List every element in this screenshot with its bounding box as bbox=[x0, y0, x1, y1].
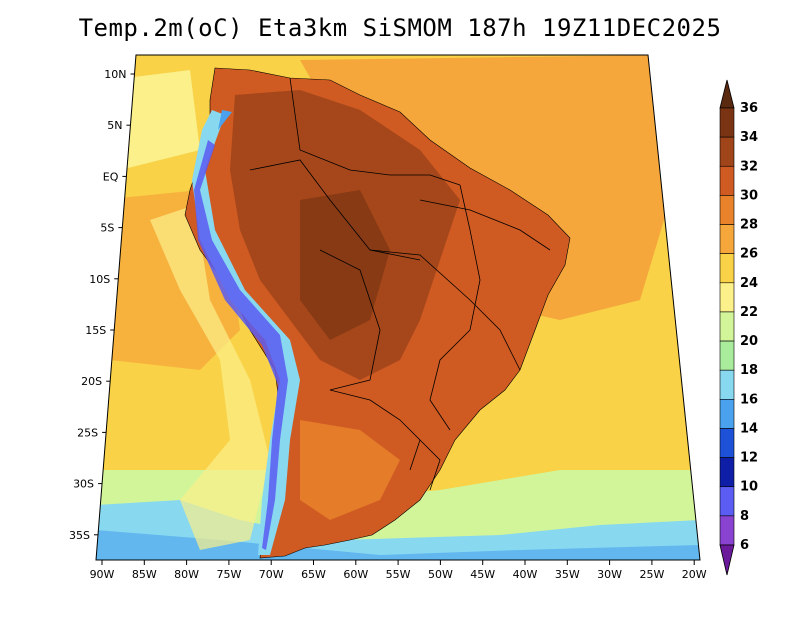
colorbar-top-arrow bbox=[719, 79, 735, 109]
border-brazil-states-4 bbox=[429, 329, 471, 431]
lat-label: 35S bbox=[69, 529, 90, 542]
colorbar-band bbox=[719, 340, 735, 371]
colorbar-band bbox=[719, 107, 735, 138]
andes-north-segment bbox=[218, 110, 232, 130]
lon-label: 90W bbox=[90, 568, 115, 581]
colorbar-label: 28 bbox=[740, 218, 758, 233]
colorbar-label: 10 bbox=[740, 480, 758, 495]
lon-label: 25W bbox=[639, 568, 664, 581]
lat-label: EQ bbox=[103, 170, 119, 183]
colorbar-band bbox=[719, 486, 735, 517]
colorbar-label: 8 bbox=[740, 509, 749, 524]
border-uruguay bbox=[419, 439, 441, 491]
lon-label: 65W bbox=[301, 568, 326, 581]
field-layer bbox=[96, 55, 700, 560]
border-brazil-states-3 bbox=[419, 199, 551, 251]
lat-label: 20S bbox=[81, 375, 102, 388]
colorbar-label: 12 bbox=[740, 451, 758, 466]
map-title: Temp.2m(oC) Eta3km SiSMOM 187h 19Z11DEC2… bbox=[78, 14, 722, 42]
lat-label: 5N bbox=[107, 119, 122, 132]
longitude-axis: 90W 85W 80W 75W 70W 65W 60W 55W 50W 45W 40W 35W 30W 2… bbox=[90, 560, 707, 581]
colorbar-band bbox=[719, 369, 735, 400]
colorbar-bottom-arrow bbox=[719, 544, 735, 576]
colorbar-label: 36 bbox=[740, 101, 758, 116]
colorbar-band bbox=[719, 399, 735, 429]
lon-label: 40W bbox=[513, 568, 538, 581]
map-frame bbox=[95, 54, 701, 561]
lat-label: 5S bbox=[100, 222, 114, 235]
lat-label: 30S bbox=[73, 478, 94, 491]
colorbar-label: 30 bbox=[740, 188, 758, 203]
latitude-axis: 10N 5N EQ 5S 10S 15S 20S 25S 30S 35S bbox=[69, 68, 135, 542]
border-brazil-states-2 bbox=[459, 184, 481, 331]
colorbar-label: 26 bbox=[740, 247, 758, 262]
lat-label: 10S bbox=[89, 273, 110, 286]
border-bolivia bbox=[319, 249, 381, 391]
colorbar-band bbox=[719, 224, 735, 254]
colorbar-band bbox=[719, 136, 735, 167]
colorbar-label: 14 bbox=[740, 421, 758, 436]
lat-label: 10N bbox=[104, 68, 126, 81]
colorbar-band bbox=[719, 428, 735, 458]
colorbar-label: 18 bbox=[740, 363, 758, 378]
colorbar-band bbox=[719, 311, 735, 342]
southern-cone-region bbox=[300, 420, 400, 520]
country-borders bbox=[249, 77, 551, 491]
colorbar-label: 6 bbox=[740, 538, 749, 553]
border-brazil-states bbox=[369, 249, 521, 371]
ocean-deepblue-south bbox=[96, 530, 700, 560]
lon-label: 70W bbox=[259, 568, 284, 581]
lon-label: 50W bbox=[428, 568, 453, 581]
colorbar-label: 32 bbox=[740, 159, 758, 174]
lon-label: 45W bbox=[470, 568, 495, 581]
colorbar-label: 24 bbox=[740, 276, 758, 291]
colorbar-band bbox=[719, 253, 735, 284]
colorbar-band bbox=[719, 515, 735, 546]
lon-label: 75W bbox=[216, 568, 241, 581]
lat-label: 15S bbox=[85, 324, 106, 337]
andes-coldest-strip bbox=[194, 140, 288, 550]
interior-hottest-region bbox=[300, 190, 390, 340]
lon-label: 80W bbox=[174, 568, 199, 581]
colorbar-label: 20 bbox=[740, 334, 758, 349]
colorbar-label: 16 bbox=[740, 392, 758, 407]
colorbar-band bbox=[719, 282, 735, 313]
lon-label: 35W bbox=[555, 568, 580, 581]
colorbar: 36 34 32 30 28 26 24 22 20 18 16 14 12 10 8 6 bbox=[719, 79, 758, 576]
lon-label: 85W bbox=[132, 568, 157, 581]
colorbar-band bbox=[719, 165, 735, 196]
colorbar-label: 34 bbox=[740, 130, 758, 145]
border-venezuela-brazil bbox=[289, 77, 461, 186]
lon-label: 60W bbox=[343, 568, 368, 581]
colorbar-band bbox=[719, 195, 735, 225]
border-paraguay-argentina bbox=[329, 389, 421, 471]
lon-label: 30W bbox=[597, 568, 622, 581]
border-colombia-peru bbox=[249, 159, 421, 261]
lon-label: 55W bbox=[386, 568, 411, 581]
lon-label: 20W bbox=[682, 568, 707, 581]
colorbar-band bbox=[719, 457, 735, 488]
ocean-coast-cool bbox=[150, 205, 270, 550]
lat-label: 25S bbox=[77, 426, 98, 439]
colorbar-label: 22 bbox=[740, 305, 758, 320]
